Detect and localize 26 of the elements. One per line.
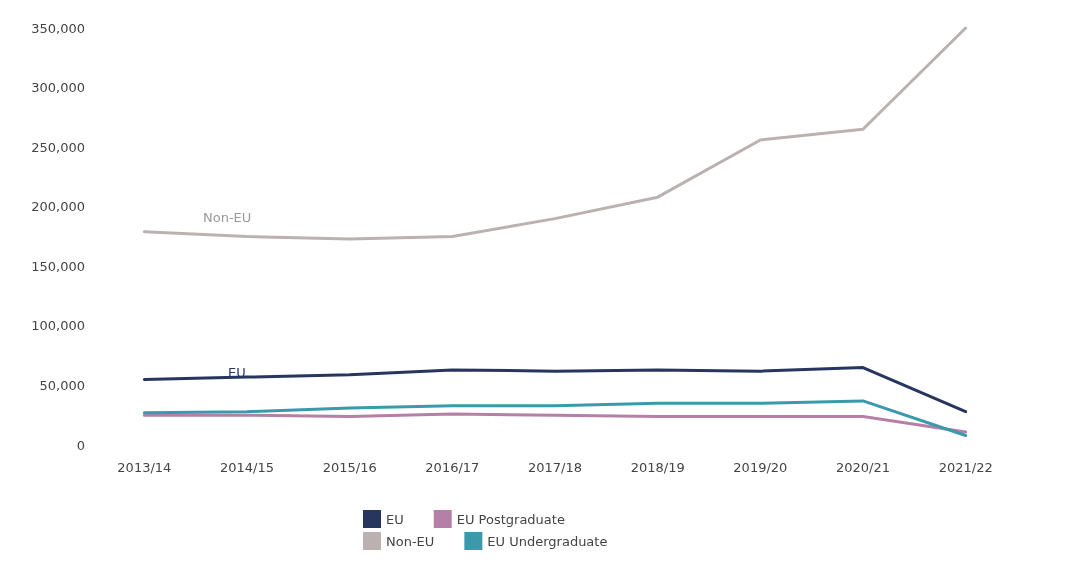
x-tick-label: 2015/16 xyxy=(322,460,377,475)
y-tick-label: 100,000 xyxy=(31,318,85,334)
x-tick-label: 2017/18 xyxy=(527,460,583,475)
y-tick-label: 200,000 xyxy=(31,199,85,215)
y-tick-label: 250,000 xyxy=(31,139,85,155)
y-tick-label: 150,000 xyxy=(31,258,85,274)
x-tick-label: 2018/19 xyxy=(630,460,685,475)
legend-label: EU xyxy=(386,511,404,527)
x-tick-label: 2019/20 xyxy=(733,460,788,475)
legend-label: EU Postgraduate xyxy=(456,511,565,527)
line-series xyxy=(142,366,968,414)
x-tick-label: 2013/14 xyxy=(117,460,172,475)
y-tick-label: 300,000 xyxy=(31,80,85,96)
annotation: Non-EU xyxy=(203,210,252,225)
x-tick-label: 2014/15 xyxy=(219,460,275,475)
y-tick-label: 50,000 xyxy=(39,377,85,393)
legend-label: Non-EU xyxy=(386,533,435,549)
line-series xyxy=(142,412,968,434)
y-tick-label: 0 xyxy=(76,437,85,453)
line-series xyxy=(142,26,968,241)
x-tick-label: 2021/22 xyxy=(938,460,993,475)
legend-label: EU Undergraduate xyxy=(487,533,608,549)
y-tick-label: 350,000 xyxy=(31,20,85,36)
line-series xyxy=(142,399,968,437)
x-tick-label: 2016/17 xyxy=(425,460,480,475)
x-tick-label: 2020/21 xyxy=(835,460,891,475)
